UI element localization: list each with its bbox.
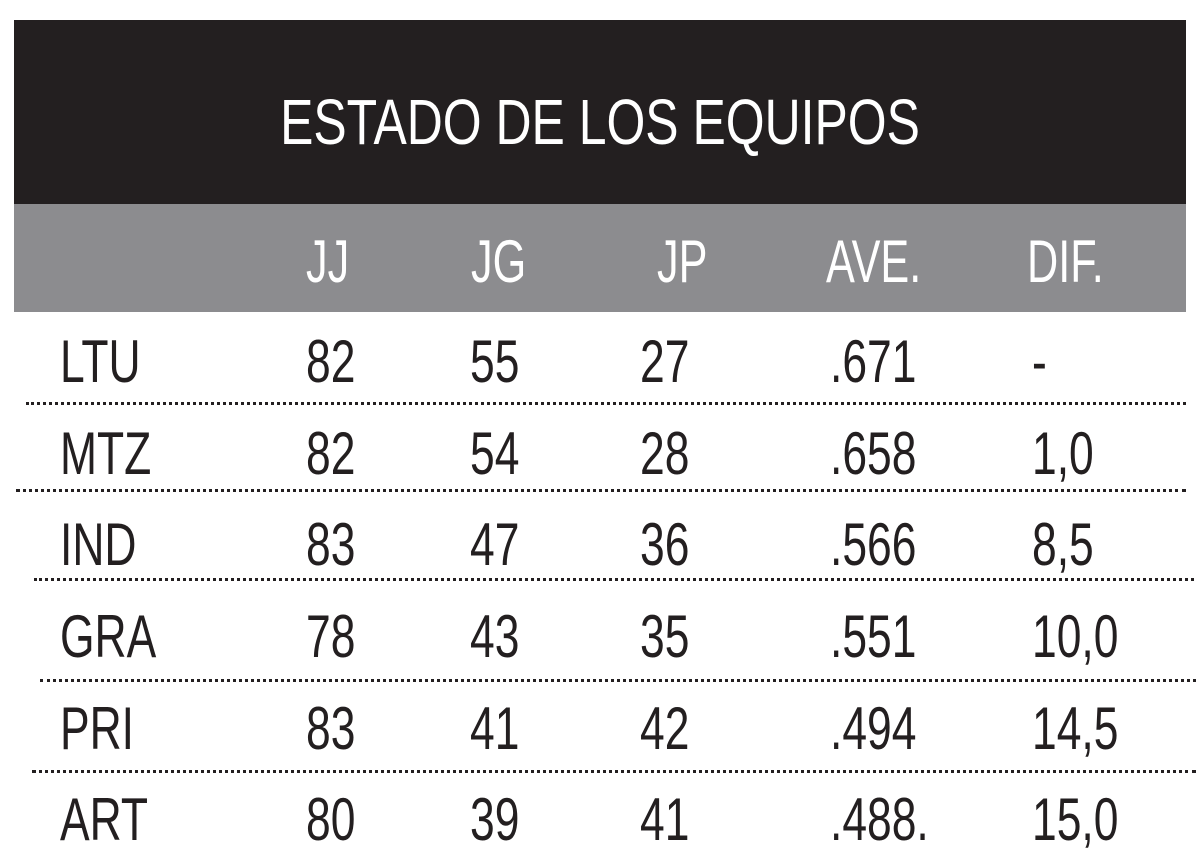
table-row: PRI 83 41 42 .494 14,5 (0, 683, 1200, 771)
header-jp: JP (657, 228, 708, 295)
jg-cell: 47 (470, 511, 520, 578)
ave-cell: .671 (830, 328, 917, 395)
jg-cell: 41 (470, 695, 520, 762)
dif-cell: 1,0 (1032, 420, 1094, 487)
jp-cell: 41 (640, 786, 690, 853)
table-row: LTU 82 55 27 .671 - (0, 316, 1200, 404)
team-cell: LTU (60, 328, 141, 395)
jg-cell: 39 (470, 786, 520, 853)
jj-cell: 82 (306, 328, 356, 395)
header-ave: AVE. (826, 228, 922, 295)
jj-cell: 78 (306, 603, 356, 670)
table-title: ESTADO DE LOS EQUIPOS (280, 86, 920, 158)
title-bar: ESTADO DE LOS EQUIPOS (14, 20, 1186, 204)
column-header-row: JJ JG JP AVE. DIF. (14, 204, 1186, 312)
team-cell: IND (60, 511, 137, 578)
jg-cell: 43 (470, 603, 520, 670)
jj-cell: 82 (306, 420, 356, 487)
ave-cell: .658 (830, 420, 917, 487)
ave-cell: .566 (830, 511, 917, 578)
ave-cell: .494 (830, 695, 917, 762)
jg-cell: 55 (470, 328, 520, 395)
jp-cell: 42 (640, 695, 690, 762)
table-row: IND 83 47 36 .566 8,5 (0, 499, 1200, 587)
team-cell: PRI (60, 695, 135, 762)
jp-cell: 35 (640, 603, 690, 670)
dif-cell: - (1032, 328, 1047, 395)
jj-cell: 83 (306, 511, 356, 578)
jp-cell: 28 (640, 420, 690, 487)
table-row: MTZ 82 54 28 .658 1,0 (0, 408, 1200, 496)
dif-cell: 15,0 (1032, 786, 1119, 853)
jg-cell: 54 (470, 420, 520, 487)
header-jg: JG (471, 228, 527, 295)
dif-cell: 8,5 (1032, 511, 1094, 578)
header-jj: JJ (306, 228, 350, 295)
row-divider (26, 402, 1186, 405)
row-divider (32, 770, 1196, 773)
table-row: ART 80 39 41 .488. 15,0 (0, 774, 1200, 862)
jj-cell: 83 (306, 695, 356, 762)
header-dif: DIF. (1027, 228, 1104, 295)
dif-cell: 10,0 (1032, 603, 1119, 670)
table-row: GRA 78 43 35 .551 10,0 (0, 591, 1200, 679)
team-cell: ART (60, 786, 149, 853)
team-cell: MTZ (60, 420, 152, 487)
jp-cell: 36 (640, 511, 690, 578)
team-cell: GRA (60, 603, 157, 670)
jp-cell: 27 (640, 328, 690, 395)
row-divider (16, 489, 1186, 492)
jj-cell: 80 (306, 786, 356, 853)
dif-cell: 14,5 (1032, 695, 1119, 762)
ave-cell: .488. (830, 786, 929, 853)
row-divider (34, 578, 1194, 581)
row-divider (40, 679, 1196, 682)
ave-cell: .551 (830, 603, 917, 670)
